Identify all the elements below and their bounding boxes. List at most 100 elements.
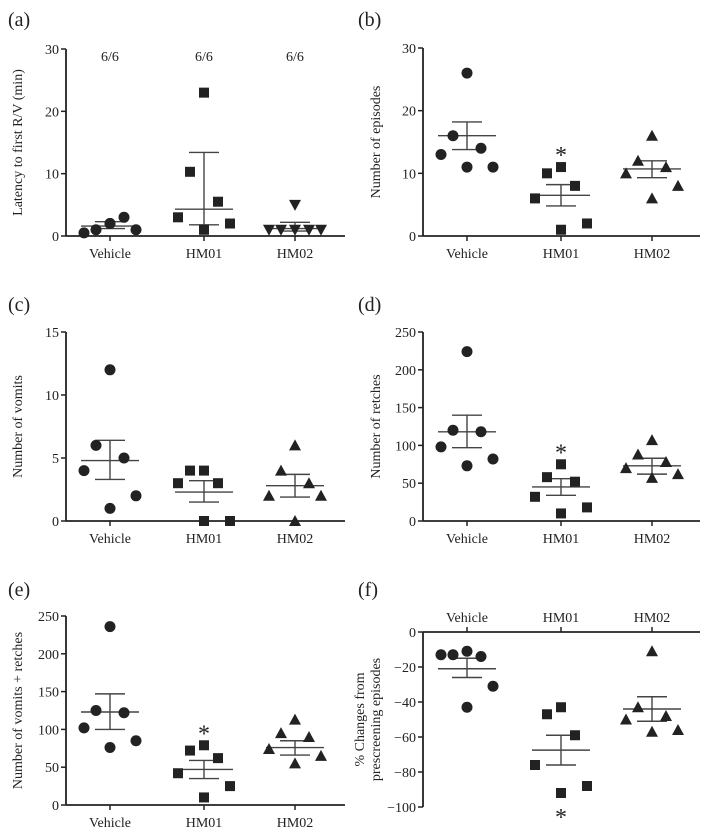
data-point xyxy=(556,459,566,470)
data-point xyxy=(632,448,644,460)
panel-label: (c) xyxy=(8,294,30,316)
data-point xyxy=(185,166,195,177)
data-point xyxy=(475,142,487,154)
data-point xyxy=(225,218,235,229)
panel-label: (f) xyxy=(358,579,378,601)
n-annotation: 6/6 xyxy=(195,50,213,65)
data-point xyxy=(660,710,672,721)
y-tick-label: 100 xyxy=(395,439,416,454)
y-tick-label: −20 xyxy=(394,661,416,676)
significance-star: * xyxy=(198,721,210,747)
n-annotation: 6/6 xyxy=(286,50,304,65)
data-point xyxy=(556,702,566,713)
y-tick-label: −100 xyxy=(387,801,416,816)
y-tick-label: −60 xyxy=(394,731,416,746)
data-point xyxy=(447,649,459,661)
data-point xyxy=(556,508,566,519)
y-axis-label: Number of vomits xyxy=(11,375,26,478)
y-tick-label: 150 xyxy=(38,686,59,701)
y-tick-label: 100 xyxy=(38,723,59,738)
data-point xyxy=(130,224,142,236)
data-point xyxy=(556,162,566,173)
data-point xyxy=(199,792,209,803)
data-point xyxy=(185,465,195,476)
data-point xyxy=(530,491,540,502)
data-point xyxy=(289,199,301,211)
data-point xyxy=(104,742,116,754)
panel-b: (b) 0 10 20 30 Number of episodes Vehicle HM01 *… xyxy=(358,9,700,262)
y-tick-label: 50 xyxy=(402,477,416,492)
y-tick-label: 0 xyxy=(52,799,59,814)
data-point xyxy=(660,456,672,468)
data-point xyxy=(118,452,130,464)
y-axis-label: Number of vomits + retches xyxy=(11,632,26,789)
y-tick-label: 20 xyxy=(402,105,416,120)
data-point xyxy=(570,730,580,741)
data-point xyxy=(263,743,275,755)
data-point xyxy=(530,760,540,770)
panel-d: (d) 0 50 100 150 200 250 Number of retches Vehic… xyxy=(358,294,700,547)
data-point xyxy=(104,621,116,633)
y-tick-label: 30 xyxy=(45,43,59,58)
data-point xyxy=(447,130,459,142)
data-point xyxy=(185,745,195,756)
data-point xyxy=(620,462,632,474)
data-point xyxy=(542,168,552,179)
data-point xyxy=(570,180,580,191)
data-point xyxy=(130,735,142,747)
data-point xyxy=(435,441,447,453)
data-point xyxy=(90,224,102,236)
y-tick-label: −80 xyxy=(394,766,416,781)
y-tick-label: 5 xyxy=(52,452,59,467)
panel-label: (e) xyxy=(8,579,30,601)
data-point xyxy=(660,161,672,173)
data-point xyxy=(530,193,540,204)
data-point xyxy=(303,477,315,489)
y-tick-label: 10 xyxy=(402,167,416,182)
data-point xyxy=(289,757,301,769)
panel-e: (e) 0 50 100 150 200 250 Number of vomits + ret… xyxy=(8,579,345,829)
y-axis-label: Number of episodes xyxy=(369,86,384,199)
data-point xyxy=(487,680,499,692)
y-tick-label: 200 xyxy=(38,648,59,663)
data-point xyxy=(275,727,287,739)
data-point xyxy=(213,753,223,764)
data-point xyxy=(461,161,473,173)
data-point xyxy=(646,434,658,446)
data-point xyxy=(461,67,473,79)
data-point xyxy=(199,516,209,526)
data-point xyxy=(672,468,684,480)
data-point xyxy=(118,707,130,719)
data-point xyxy=(315,224,327,236)
x-tick-label: Vehicle xyxy=(89,532,131,547)
data-point xyxy=(199,224,209,235)
x-tick-label: HM01 xyxy=(186,532,223,547)
data-point xyxy=(104,364,116,376)
data-point xyxy=(672,179,684,191)
data-point xyxy=(542,472,552,483)
y-tick-label: 0 xyxy=(409,626,416,641)
data-point xyxy=(646,129,658,141)
data-point xyxy=(315,749,327,761)
panel-c: (c) 0 5 10 15 Number of vomits Vehicle HM01 HM02 xyxy=(8,294,345,547)
data-point xyxy=(620,713,632,725)
x-tick-label: HM01 xyxy=(543,247,580,262)
x-tick-label: Vehicle xyxy=(89,247,131,262)
panel-label: (a) xyxy=(8,9,30,31)
y-tick-label: 200 xyxy=(395,364,416,379)
data-point xyxy=(447,424,459,436)
data-point xyxy=(487,453,499,465)
data-point xyxy=(173,212,183,223)
x-tick-label: HM02 xyxy=(277,532,314,547)
data-point xyxy=(632,154,644,166)
data-point xyxy=(213,196,223,207)
data-point xyxy=(225,781,235,792)
y-tick-label: 20 xyxy=(45,105,59,120)
y-tick-label: 150 xyxy=(395,402,416,417)
data-point xyxy=(289,439,301,451)
y-axis-label: prescreening episodes xyxy=(369,658,384,781)
data-point xyxy=(130,490,142,502)
y-tick-label: 15 xyxy=(45,326,59,341)
data-point xyxy=(556,788,566,798)
